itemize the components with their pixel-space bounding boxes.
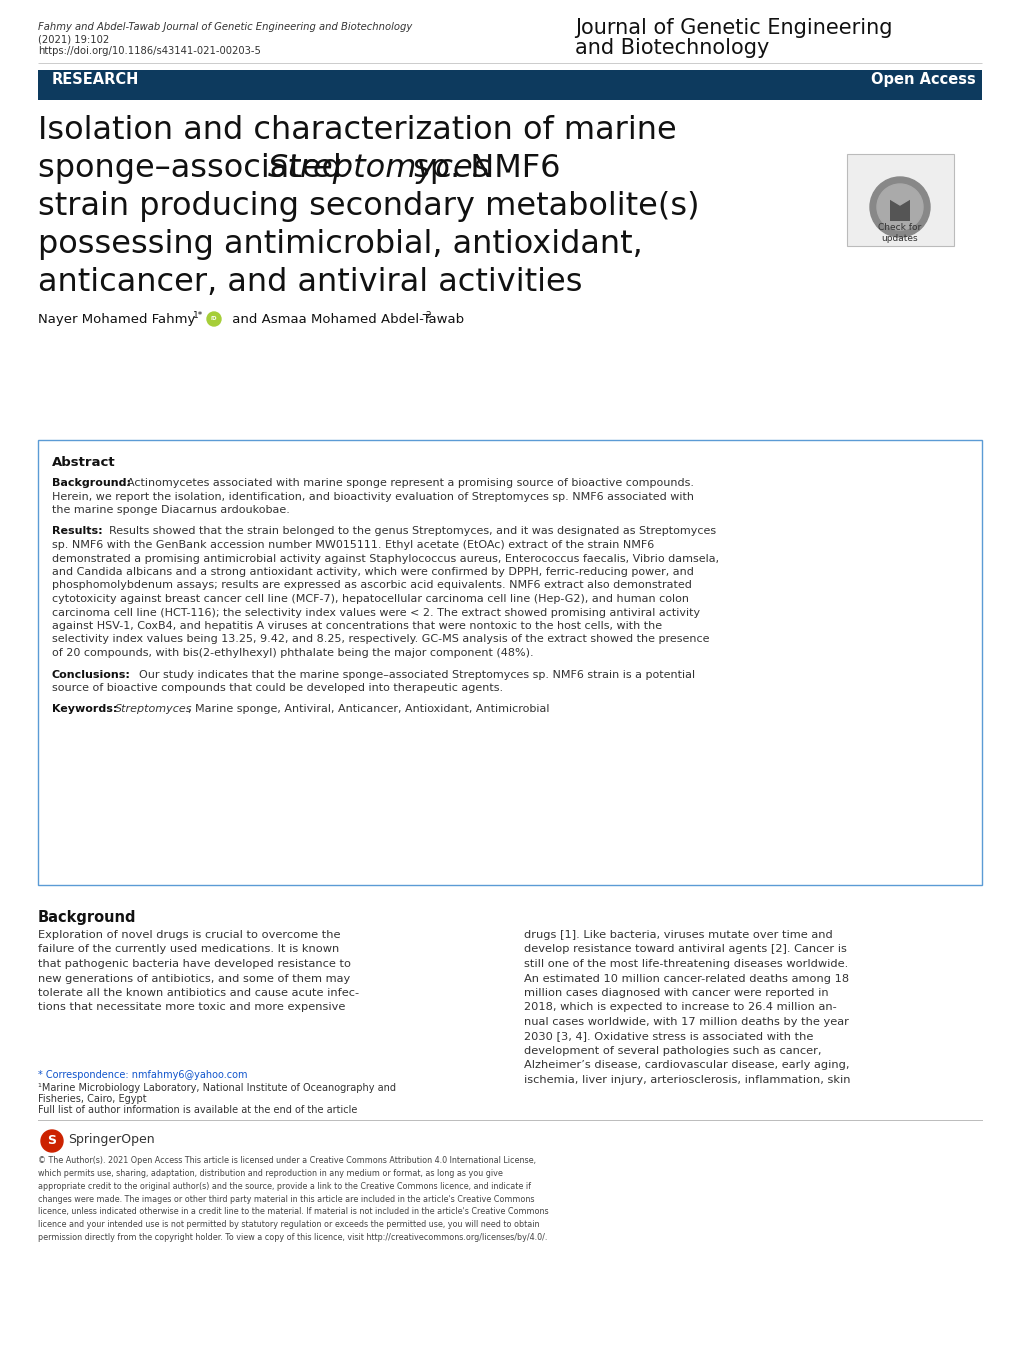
Text: still one of the most life-threatening diseases worldwide.: still one of the most life-threatening d… <box>524 959 848 969</box>
Text: cytotoxicity against breast cancer cell line (MCF-7), hepatocellular carcinoma c: cytotoxicity against breast cancer cell … <box>52 593 688 604</box>
Text: Actinomycetes associated with marine sponge represent a promising source of bioa: Actinomycetes associated with marine spo… <box>127 478 693 488</box>
FancyBboxPatch shape <box>38 70 981 100</box>
Text: Herein, we report the isolation, identification, and bioactivity evaluation of S: Herein, we report the isolation, identif… <box>52 492 693 501</box>
Text: new generations of antibiotics, and some of them may: new generations of antibiotics, and some… <box>38 973 350 984</box>
Text: drugs [1]. Like bacteria, viruses mutate over time and: drugs [1]. Like bacteria, viruses mutate… <box>524 930 832 940</box>
Text: RESEARCH: RESEARCH <box>52 72 140 87</box>
Text: Streptomyces: Streptomyces <box>115 705 193 714</box>
Polygon shape <box>890 199 909 205</box>
Text: Open Access: Open Access <box>870 72 975 87</box>
Text: sp. NMF6 with the GenBank accession number MW015111. Ethyl acetate (EtOAc) extra: sp. NMF6 with the GenBank accession numb… <box>52 541 653 550</box>
Text: develop resistance toward antiviral agents [2]. Cancer is: develop resistance toward antiviral agen… <box>524 944 846 954</box>
Text: demonstrated a promising antimicrobial activity against Staphylococcus aureus, E: demonstrated a promising antimicrobial a… <box>52 553 718 564</box>
Text: Isolation and characterization of marine: Isolation and characterization of marine <box>38 115 676 146</box>
Text: An estimated 10 million cancer-related deaths among 18: An estimated 10 million cancer-related d… <box>524 973 848 984</box>
FancyBboxPatch shape <box>846 154 953 247</box>
Text: Abstract: Abstract <box>52 457 115 469</box>
Text: Check for
updates: Check for updates <box>877 224 921 243</box>
Text: phosphomolybdenum assays; results are expressed as ascorbic acid equivalents. NM: phosphomolybdenum assays; results are ex… <box>52 580 691 591</box>
Text: the marine sponge Diacarnus ardoukobae.: the marine sponge Diacarnus ardoukobae. <box>52 505 289 515</box>
Text: Alzheimer’s disease, cardiovascular disease, early aging,: Alzheimer’s disease, cardiovascular dise… <box>524 1061 849 1070</box>
Text: Fahmy and Abdel-Tawab Journal of Genetic Engineering and Biotechnology: Fahmy and Abdel-Tawab Journal of Genetic… <box>38 22 412 33</box>
Text: , Marine sponge, Antiviral, Anticancer, Antioxidant, Antimicrobial: , Marine sponge, Antiviral, Anticancer, … <box>187 705 549 714</box>
Text: Results:: Results: <box>52 527 103 537</box>
Circle shape <box>876 184 922 230</box>
Text: tions that necessitate more toxic and more expensive: tions that necessitate more toxic and mo… <box>38 1003 345 1012</box>
Text: and Candida albicans and a strong antioxidant activity, which were confirmed by : and Candida albicans and a strong antiox… <box>52 566 693 577</box>
Text: failure of the currently used medications. It is known: failure of the currently used medication… <box>38 944 339 954</box>
Text: Results showed that the strain belonged to the genus Streptomyces, and it was de: Results showed that the strain belonged … <box>109 527 715 537</box>
Text: ischemia, liver injury, arteriosclerosis, inflammation, skin: ischemia, liver injury, arteriosclerosis… <box>524 1075 850 1085</box>
Text: Our study indicates that the marine sponge–associated Streptomyces sp. NMF6 stra: Our study indicates that the marine spon… <box>139 669 694 679</box>
Text: Nayer Mohamed Fahmy: Nayer Mohamed Fahmy <box>38 313 196 327</box>
Text: S: S <box>48 1134 56 1148</box>
Text: * Correspondence: nmfahmy6@yahoo.com: * Correspondence: nmfahmy6@yahoo.com <box>38 1070 248 1080</box>
Text: carcinoma cell line (HCT-116); the selectivity index values were < 2. The extrac: carcinoma cell line (HCT-116); the selec… <box>52 607 699 618</box>
Text: tolerate all the known antibiotics and cause acute infec-: tolerate all the known antibiotics and c… <box>38 988 359 999</box>
Text: strain producing secondary metabolite(s): strain producing secondary metabolite(s) <box>38 191 699 222</box>
Text: 1*: 1* <box>193 312 203 320</box>
Text: and Biotechnology: and Biotechnology <box>575 38 768 58</box>
Text: Exploration of novel drugs is crucial to overcome the: Exploration of novel drugs is crucial to… <box>38 930 340 940</box>
Circle shape <box>869 178 929 237</box>
Text: Conclusions:: Conclusions: <box>52 669 130 679</box>
Text: (2021) 19:102: (2021) 19:102 <box>38 34 109 43</box>
FancyBboxPatch shape <box>38 440 981 885</box>
Text: nual cases worldwide, with 17 million deaths by the year: nual cases worldwide, with 17 million de… <box>524 1018 848 1027</box>
Circle shape <box>207 312 221 327</box>
Text: anticancer, and antiviral activities: anticancer, and antiviral activities <box>38 267 582 298</box>
Text: of 20 compounds, with bis(2-ethylhexyl) phthalate being the major component (48%: of 20 compounds, with bis(2-ethylhexyl) … <box>52 648 533 659</box>
Text: development of several pathologies such as cancer,: development of several pathologies such … <box>524 1046 820 1056</box>
Text: 2018, which is expected to increase to 26.4 million an-: 2018, which is expected to increase to 2… <box>524 1003 836 1012</box>
Text: against HSV-1, CoxB4, and hepatitis A viruses at concentrations that were nontox: against HSV-1, CoxB4, and hepatitis A vi… <box>52 621 661 631</box>
Text: Streptomyces: Streptomyces <box>268 153 490 184</box>
Text: ¹Marine Microbiology Laboratory, National Institute of Oceanography and: ¹Marine Microbiology Laboratory, Nationa… <box>38 1083 395 1093</box>
Text: selectivity index values being 13.25, 9.42, and 8.25, respectively. GC-MS analys: selectivity index values being 13.25, 9.… <box>52 634 709 645</box>
Text: 2030 [3, 4]. Oxidative stress is associated with the: 2030 [3, 4]. Oxidative stress is associa… <box>524 1031 812 1042</box>
Text: million cases diagnosed with cancer were reported in: million cases diagnosed with cancer were… <box>524 988 827 999</box>
Text: SpringerOpen: SpringerOpen <box>68 1133 155 1146</box>
Text: Full list of author information is available at the end of the article: Full list of author information is avail… <box>38 1104 357 1115</box>
Circle shape <box>41 1130 63 1152</box>
Text: https://doi.org/10.1186/s43141-021-00203-5: https://doi.org/10.1186/s43141-021-00203… <box>38 46 261 56</box>
Text: possessing antimicrobial, antioxidant,: possessing antimicrobial, antioxidant, <box>38 229 642 260</box>
Text: © The Author(s). 2021 Open Access This article is licensed under a Creative Comm: © The Author(s). 2021 Open Access This a… <box>38 1156 548 1243</box>
Text: and Asmaa Mohamed Abdel-Tawab: and Asmaa Mohamed Abdel-Tawab <box>228 313 464 327</box>
Text: sp. NMF6: sp. NMF6 <box>403 153 560 184</box>
Text: Fisheries, Cairo, Egypt: Fisheries, Cairo, Egypt <box>38 1093 147 1104</box>
FancyBboxPatch shape <box>890 199 909 221</box>
Text: iD: iD <box>211 317 217 321</box>
Text: sponge–associated: sponge–associated <box>38 153 352 184</box>
Text: Background:: Background: <box>52 478 130 488</box>
Text: 2: 2 <box>425 312 430 320</box>
Text: Background: Background <box>38 911 137 925</box>
Text: Journal of Genetic Engineering: Journal of Genetic Engineering <box>575 18 892 38</box>
Text: Keywords:: Keywords: <box>52 705 117 714</box>
Text: source of bioactive compounds that could be developed into therapeutic agents.: source of bioactive compounds that could… <box>52 683 502 692</box>
Text: that pathogenic bacteria have developed resistance to: that pathogenic bacteria have developed … <box>38 959 351 969</box>
